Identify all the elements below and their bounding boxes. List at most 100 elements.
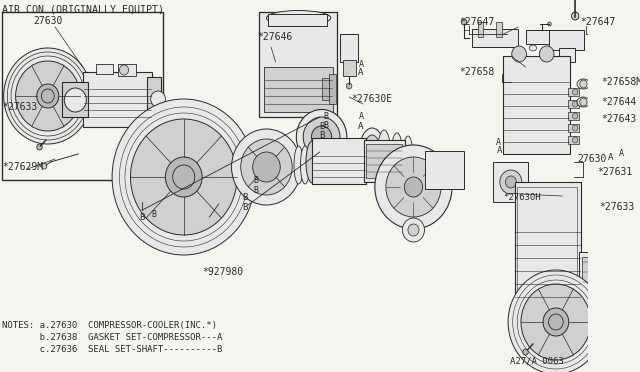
Circle shape	[461, 19, 467, 25]
Ellipse shape	[577, 97, 590, 107]
Bar	[496, 22, 502, 37]
Bar	[582, 257, 596, 292]
Circle shape	[572, 113, 578, 119]
Circle shape	[36, 84, 59, 108]
Circle shape	[572, 101, 578, 107]
Text: AIR CON (ORIGINALLY EQUIPT): AIR CON (ORIGINALLY EQUIPT)	[2, 4, 164, 14]
Text: A: A	[358, 60, 364, 68]
Bar	[595, 82, 618, 92]
Text: *27643: *27643	[601, 114, 636, 124]
Bar	[493, 162, 528, 202]
Bar	[63, 82, 88, 117]
Circle shape	[165, 157, 202, 197]
Text: A: A	[607, 153, 612, 161]
Circle shape	[521, 284, 591, 360]
Text: B: B	[324, 112, 329, 121]
Ellipse shape	[312, 126, 332, 148]
Circle shape	[404, 177, 422, 197]
Ellipse shape	[306, 141, 319, 183]
Text: B: B	[243, 192, 248, 202]
Text: A: A	[358, 112, 364, 121]
Bar	[2, 12, 163, 180]
Text: A: A	[497, 145, 502, 154]
Bar	[342, 60, 356, 76]
Text: *27631: *27631	[597, 167, 632, 177]
Ellipse shape	[392, 133, 403, 171]
Text: *27647: *27647	[580, 17, 616, 27]
Text: B: B	[243, 202, 248, 212]
Ellipse shape	[303, 117, 340, 157]
Circle shape	[173, 165, 195, 189]
Circle shape	[64, 88, 86, 112]
Circle shape	[580, 98, 587, 106]
Text: *27629M: *27629M	[2, 162, 43, 172]
Circle shape	[15, 61, 80, 131]
Circle shape	[548, 22, 551, 26]
Text: B: B	[324, 121, 329, 129]
Bar	[517, 187, 577, 307]
Ellipse shape	[296, 109, 347, 164]
Circle shape	[346, 83, 352, 89]
Text: A: A	[358, 122, 363, 131]
Bar	[595, 119, 618, 129]
Bar	[364, 140, 405, 182]
Circle shape	[508, 270, 604, 372]
Circle shape	[572, 137, 578, 143]
Circle shape	[36, 144, 42, 150]
Text: *927980: *927980	[202, 267, 243, 277]
Bar	[568, 100, 579, 108]
Text: B: B	[253, 186, 258, 195]
Circle shape	[253, 152, 280, 182]
Bar	[268, 14, 327, 26]
Bar	[478, 22, 483, 37]
Ellipse shape	[300, 146, 310, 184]
Circle shape	[120, 65, 129, 75]
Text: *27630H: *27630H	[504, 193, 541, 202]
Circle shape	[232, 129, 301, 205]
Bar	[321, 78, 329, 100]
Circle shape	[500, 170, 522, 194]
Bar	[568, 112, 579, 120]
Ellipse shape	[359, 128, 385, 176]
Circle shape	[523, 349, 528, 355]
Text: B: B	[140, 212, 145, 221]
Bar	[549, 30, 584, 50]
Circle shape	[543, 308, 569, 336]
Bar	[312, 138, 365, 184]
Text: A: A	[358, 67, 363, 77]
Text: *27633: *27633	[599, 202, 634, 212]
Bar	[365, 144, 403, 178]
Ellipse shape	[403, 136, 413, 168]
Text: B: B	[319, 131, 324, 140]
Circle shape	[42, 163, 47, 169]
Text: 27630: 27630	[577, 154, 606, 164]
Text: B: B	[319, 122, 324, 131]
Text: *27658M: *27658M	[601, 77, 640, 87]
Circle shape	[572, 12, 579, 20]
Text: b.27638  GASKET SET-COMPRESSOR---A: b.27638 GASKET SET-COMPRESSOR---A	[2, 333, 222, 342]
Circle shape	[565, 62, 569, 66]
Circle shape	[572, 89, 578, 95]
Circle shape	[131, 119, 237, 235]
Circle shape	[408, 224, 419, 236]
Circle shape	[42, 89, 54, 103]
Bar	[568, 124, 579, 132]
Bar	[595, 102, 618, 112]
Circle shape	[241, 139, 292, 195]
Circle shape	[540, 46, 554, 62]
Bar	[504, 56, 570, 154]
Text: *27633: *27633	[2, 102, 37, 112]
Bar	[559, 48, 575, 62]
Text: *27646: *27646	[257, 32, 292, 42]
Bar	[340, 34, 358, 62]
Circle shape	[375, 145, 452, 229]
Ellipse shape	[294, 146, 303, 184]
Bar	[118, 64, 136, 76]
Bar	[568, 136, 579, 144]
Bar	[97, 64, 113, 74]
Text: NOTES: a.27630  COMPRESSOR-COOLER(INC.*): NOTES: a.27630 COMPRESSOR-COOLER(INC.*)	[2, 321, 217, 330]
Ellipse shape	[529, 45, 536, 51]
Circle shape	[580, 80, 587, 88]
Bar	[259, 12, 337, 117]
Text: A27/A 0063: A27/A 0063	[510, 357, 564, 366]
